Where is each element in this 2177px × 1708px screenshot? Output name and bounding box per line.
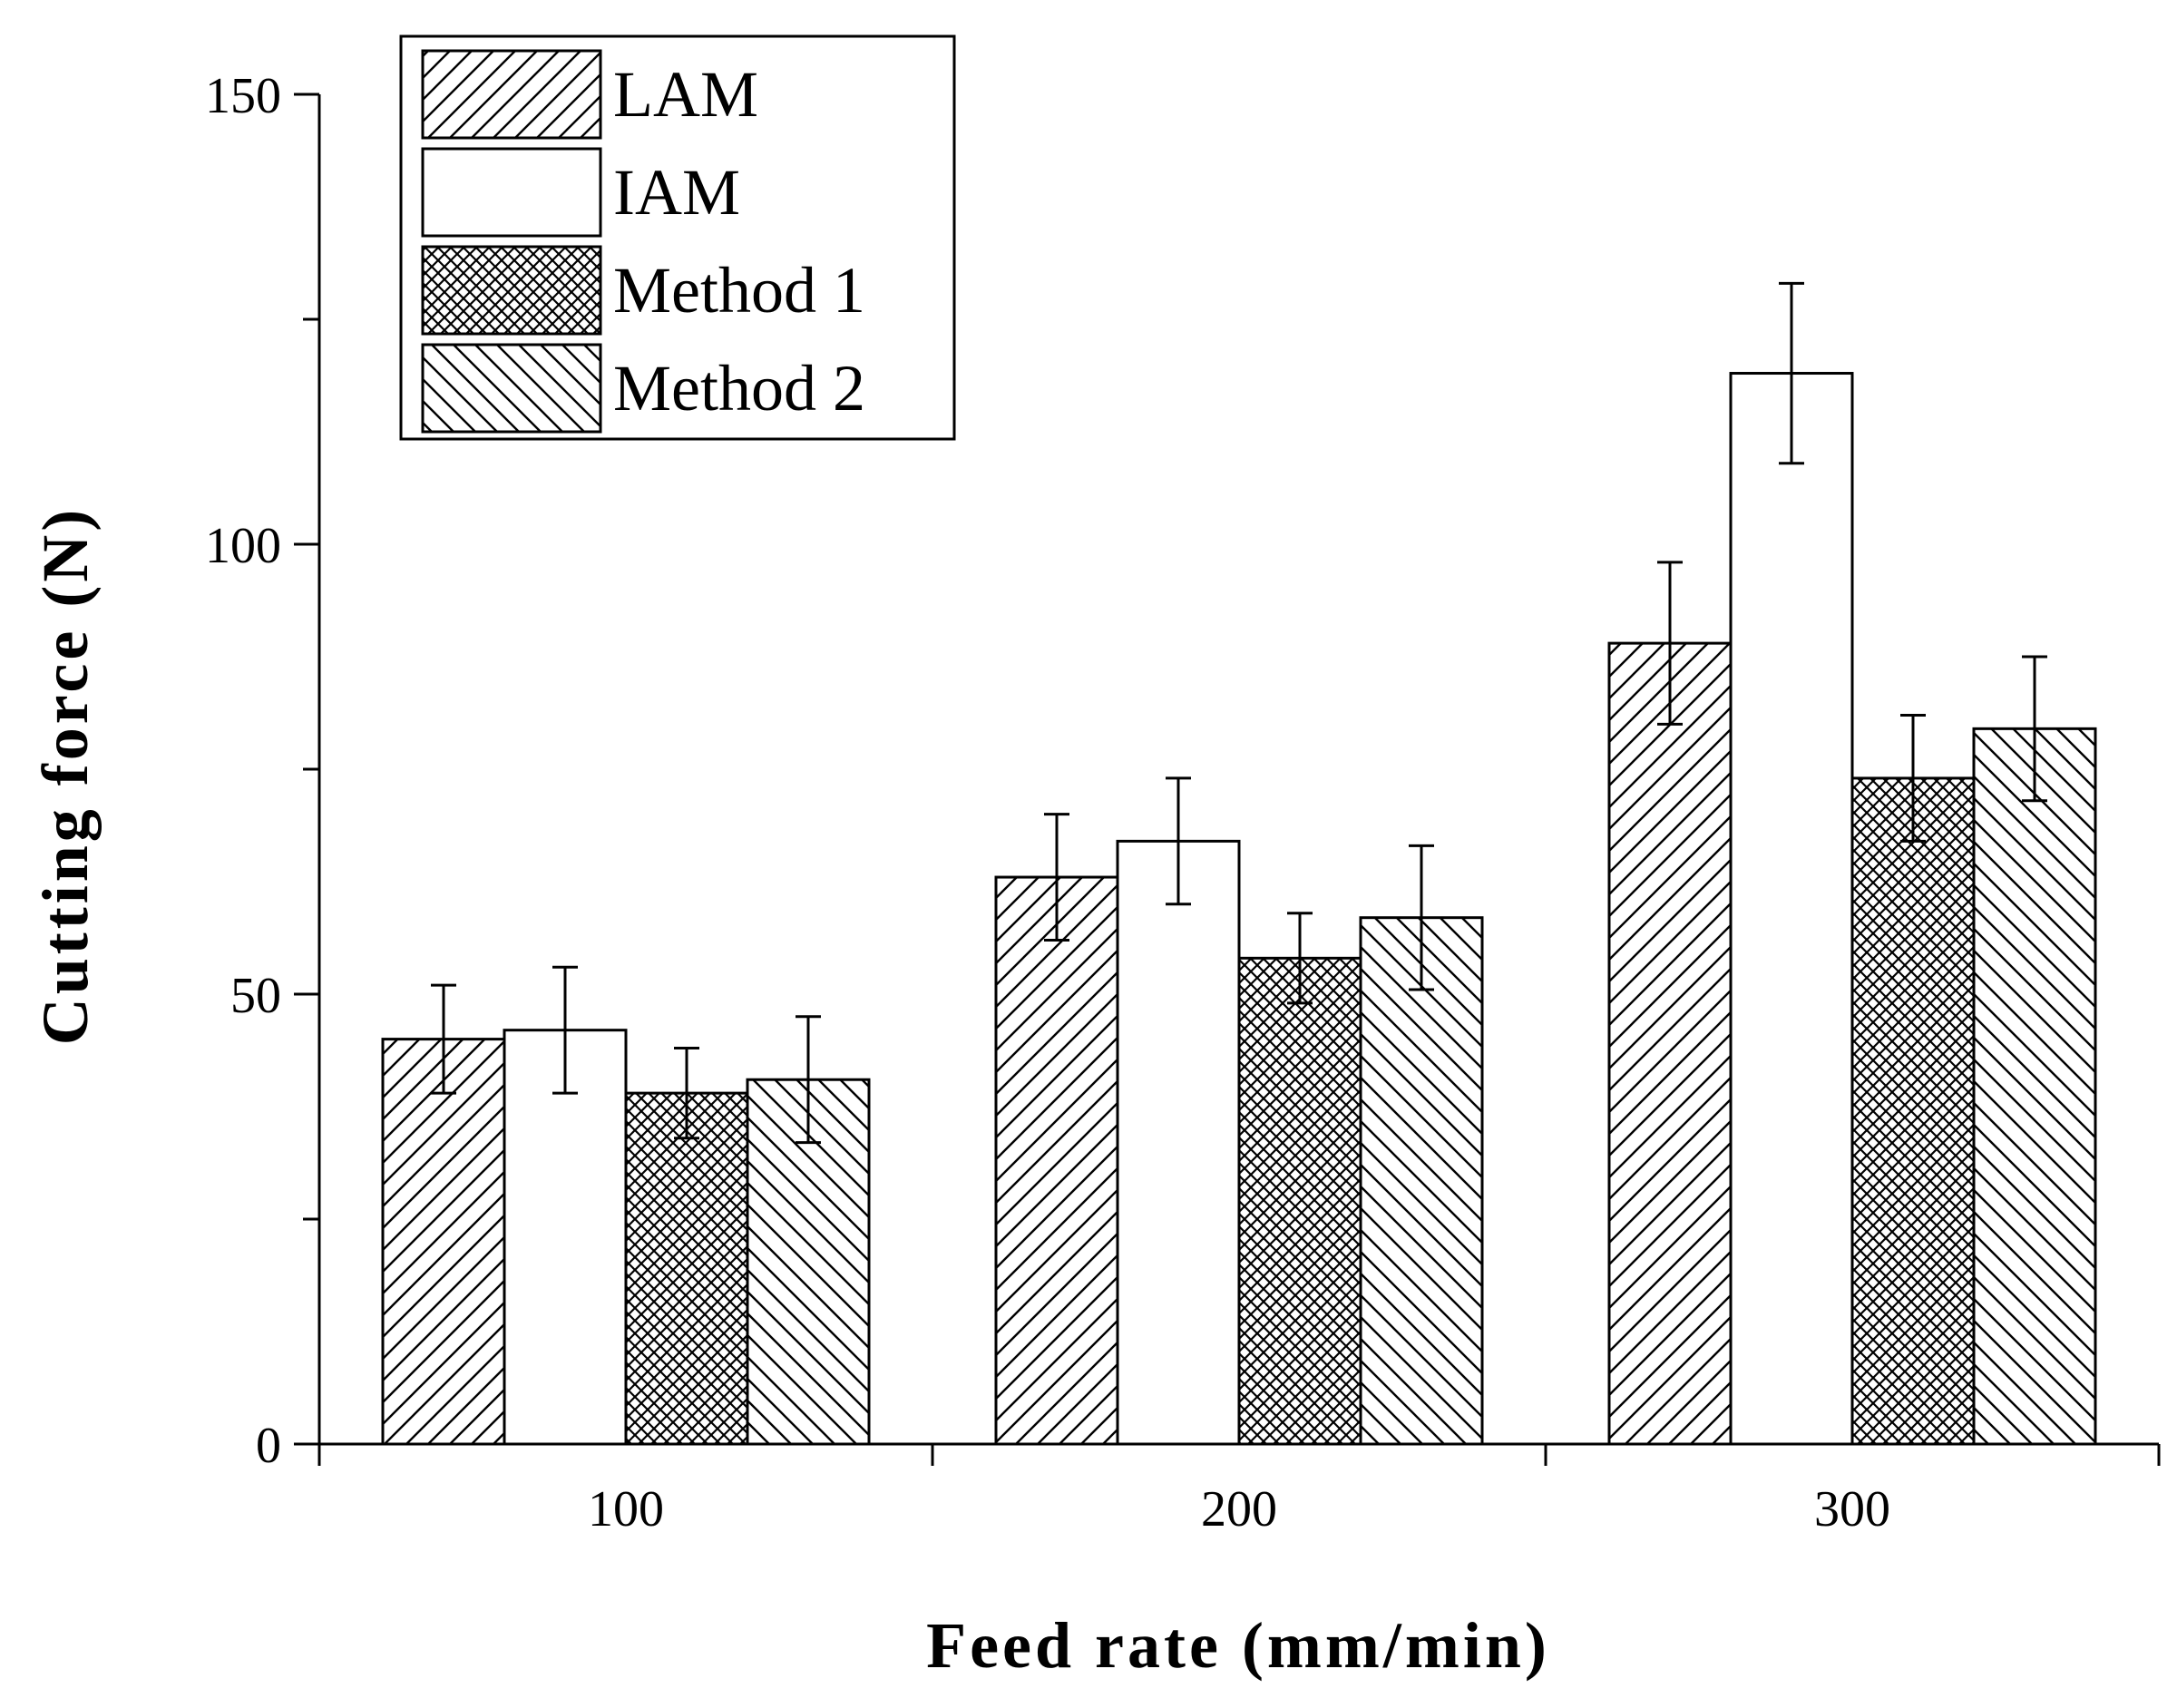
legend-item-iam: IAM xyxy=(421,147,740,238)
x-tick-label-200: 200 xyxy=(1201,1481,1277,1537)
x-tick-label-300: 300 xyxy=(1814,1481,1890,1537)
error-bar-iam-100 xyxy=(552,965,578,1095)
legend-swatch-iam xyxy=(421,147,602,238)
bar-lam-100 xyxy=(381,1038,506,1446)
legend-swatch-method-2 xyxy=(421,343,602,434)
y-axis-title: Cutting force (N) xyxy=(29,506,102,1046)
error-bar-method-2-300 xyxy=(2022,655,2047,803)
bar-iam-300 xyxy=(1729,372,1854,1446)
y-tick-label-150: 150 xyxy=(205,68,281,124)
x-tick-label-100: 100 xyxy=(588,1481,664,1537)
bars-group xyxy=(381,372,2097,1446)
legend-swatch-method-1 xyxy=(421,245,602,336)
legend-swatch-lam xyxy=(421,49,602,140)
y-tick-label-100: 100 xyxy=(205,518,281,574)
bar-lam-300 xyxy=(1607,641,1733,1446)
plot-area: 0 50 100 150 100 200 300 xyxy=(205,68,2161,1537)
error-bar-method-1-100 xyxy=(674,1047,699,1140)
bar-method-2-200 xyxy=(1359,916,1484,1446)
y-tick-label-0: 0 xyxy=(256,1418,281,1474)
legend-label-method-1: Method 1 xyxy=(613,254,865,327)
bar-method-1-300 xyxy=(1850,776,1976,1446)
axes-group: 0 50 100 150 100 200 300 xyxy=(205,68,2161,1537)
legend: LAM IAM Method 1 Method 2 xyxy=(399,34,956,441)
bar-iam-200 xyxy=(1116,839,1241,1446)
bar-method-1-100 xyxy=(624,1091,749,1446)
x-axis-title: Feed rate (mm/min) xyxy=(926,1609,1550,1682)
bar-method-2-300 xyxy=(1972,727,2097,1446)
error-bar-method-1-300 xyxy=(1900,713,1926,843)
error-bar-lam-300 xyxy=(1657,561,1683,726)
y-tick-label-50: 50 xyxy=(230,968,281,1024)
error-bar-method-2-100 xyxy=(796,1015,821,1145)
legend-label-lam: LAM xyxy=(613,58,758,131)
legend-item-method-1: Method 1 xyxy=(421,245,865,336)
legend-label-method-2: Method 2 xyxy=(613,352,865,425)
bar-lam-200 xyxy=(994,875,1119,1446)
error-bar-method-1-200 xyxy=(1287,912,1313,1005)
error-bar-lam-100 xyxy=(431,983,456,1095)
error-bar-iam-200 xyxy=(1166,776,1191,906)
legend-item-lam: LAM xyxy=(421,49,758,140)
bar-iam-100 xyxy=(503,1029,628,1446)
legend-label-iam: IAM xyxy=(613,156,740,229)
bar-method-1-200 xyxy=(1237,956,1362,1446)
legend-item-method-2: Method 2 xyxy=(421,343,865,434)
error-bars-group xyxy=(431,281,2047,1145)
error-bar-iam-300 xyxy=(1779,281,1804,465)
error-bar-lam-200 xyxy=(1044,813,1069,942)
error-bar-method-2-200 xyxy=(1409,844,1434,991)
